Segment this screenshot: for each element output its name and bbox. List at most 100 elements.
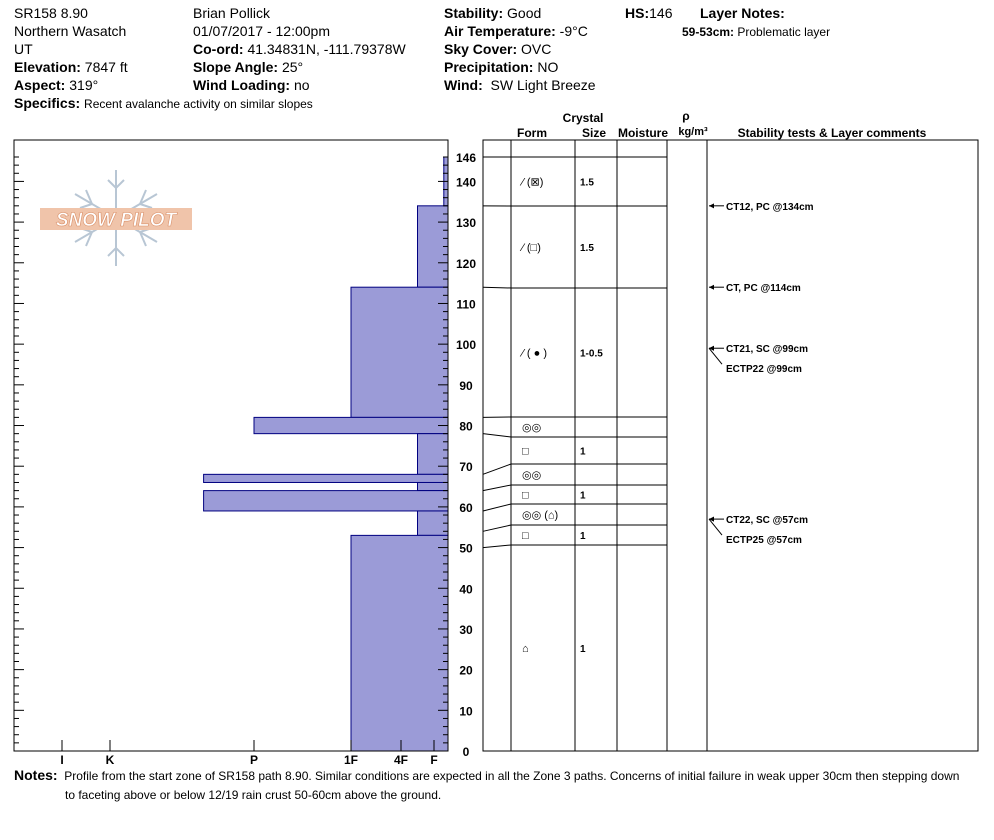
layer-boundary-connector <box>482 503 512 512</box>
air-temp-label: Air Temperature: <box>444 23 556 39</box>
stability-test-label: CT, PC @114cm <box>726 283 801 294</box>
tests-header: Stability tests & Layer comments <box>738 126 927 140</box>
coord-value: 41.34831N, -111.79378W <box>247 41 406 57</box>
wind-loading-label: Wind Loading: <box>193 77 291 93</box>
depth-tick-label: 90 <box>459 379 473 393</box>
hardness-tick-label: I <box>60 753 63 765</box>
hs-field: HS:146 <box>625 4 672 22</box>
elevation-value: 7847 ft <box>84 59 128 75</box>
hs-value: 146 <box>649 5 673 21</box>
specifics-label: Specifics: <box>14 95 81 111</box>
layer-size: 1 <box>580 491 586 502</box>
aspect-label: Aspect: <box>14 77 66 93</box>
slope-label: Slope Angle: <box>193 59 279 75</box>
layer-boundary-connector <box>482 524 512 532</box>
slope-value: 25° <box>281 59 304 75</box>
stability-test-label: CT22, SC @57cm <box>726 515 808 526</box>
stability-label: Stability: <box>444 5 504 21</box>
layer-boundary-connector <box>482 544 512 549</box>
hardness-bar <box>203 473 449 483</box>
wind-value: SW Light Breeze <box>490 77 596 93</box>
wind-loading-field: Wind Loading: no <box>193 76 310 94</box>
hardness-bar <box>417 205 449 288</box>
layer-note-text: Problematic layer <box>737 25 831 39</box>
test-pointer <box>708 518 723 536</box>
observation-datetime: 01/07/2017 - 12:00pm <box>193 23 330 39</box>
layer-boundary-connector <box>482 286 512 289</box>
hardness-tick-label: 4F <box>394 753 408 765</box>
stability-test-label: ECTP25 @57cm <box>726 535 802 546</box>
layer-notes-label: Layer Notes: <box>700 5 785 21</box>
elevation-label: Elevation: <box>14 59 81 75</box>
region-name: Northern Wasatch <box>14 23 127 39</box>
arrow-icon <box>709 284 714 290</box>
specifics-field: Specifics: Recent avalanche activity on … <box>14 94 313 113</box>
depth-tick-label: 146 <box>456 151 476 165</box>
layer-boundary-connector <box>482 484 512 492</box>
sky-label: Sky Cover: <box>444 41 518 57</box>
arrow-icon <box>709 345 714 351</box>
notes-label: Notes: <box>14 767 58 783</box>
logo-text: SNOW PILOT <box>56 210 178 231</box>
hardness-bar <box>253 416 449 435</box>
wind-loading-value: no <box>293 77 310 93</box>
rho-header: ρ <box>682 109 689 123</box>
depth-tick-label: 100 <box>456 338 476 352</box>
layer-note-depth: 59-53cm: <box>682 25 735 39</box>
test-pointer <box>708 347 723 365</box>
crystal-header: Crystal <box>563 111 604 125</box>
notes-text-line2: to faceting above or below 12/19 rain cr… <box>65 788 442 802</box>
precip-field: Precipitation: NO <box>444 58 558 76</box>
depth-tick-label: 80 <box>459 420 473 434</box>
wind-label: Wind: <box>444 77 483 93</box>
layer-note: 59-53cm: Problematic layer <box>682 23 830 41</box>
depth-tick-label: 50 <box>459 542 473 556</box>
sky-field: Sky Cover: OVC <box>444 40 551 58</box>
notes-text-line1: Profile from the start zone of SR158 pat… <box>64 769 960 783</box>
observer-name: Brian Pollick <box>193 5 271 21</box>
layer-size: 1 <box>580 447 586 458</box>
notes-block: Notes: Profile from the start zone of SR… <box>14 766 989 805</box>
layer-form: ◎◎ (⌂) <box>522 510 558 522</box>
density-header: kg/m³ <box>678 126 708 138</box>
depth-tick-label: 130 <box>456 216 476 230</box>
slope-field: Slope Angle: 25° <box>193 58 303 76</box>
layer-form: ⌂ <box>522 643 529 655</box>
coord-field: Co-ord: 41.34831N, -111.79378W <box>193 40 406 58</box>
layer-boundary-connector <box>482 463 512 475</box>
hardness-tick-label: 1F <box>344 753 358 765</box>
depth-tick-label: 70 <box>459 460 473 474</box>
layer-size: 1.5 <box>580 243 594 254</box>
aspect-field: Aspect: 319° <box>14 76 98 94</box>
hardness-bar <box>203 490 449 512</box>
precip-label: Precipitation: <box>444 59 534 75</box>
layer-size: 1 <box>580 531 586 542</box>
hardness-tick-label: P <box>250 753 258 765</box>
layer-form: ⁄ (□) <box>519 242 541 254</box>
depth-tick-label: 60 <box>459 501 473 515</box>
size-header: Size <box>582 126 606 140</box>
hardness-bar <box>417 510 449 536</box>
snow-profile-chart: SNOW PILOT Crystal Form Size Moisture ρ … <box>13 109 979 765</box>
layer-form: □ <box>522 446 529 458</box>
depth-tick-label: 110 <box>456 297 476 311</box>
layer-size: 1-0.5 <box>580 349 603 360</box>
air-temp-value: -9°C <box>559 23 588 39</box>
stability-test-label: ECTP22 @99cm <box>726 364 802 375</box>
state-name: UT <box>14 41 33 57</box>
layer-form: □ <box>522 530 529 542</box>
precip-value: NO <box>537 59 559 75</box>
stability-test-label: CT12, PC @134cm <box>726 202 814 213</box>
layer-form: ◎◎ <box>522 422 541 434</box>
hardness-bar <box>417 481 449 492</box>
arrow-icon <box>709 516 714 522</box>
depth-tick-label: 30 <box>459 623 473 637</box>
stability-test-label: CT21, SC @99cm <box>726 344 808 355</box>
arrow-icon <box>709 203 714 209</box>
wind-field: Wind: SW Light Breeze <box>444 76 596 94</box>
layer-form: □ <box>522 490 529 502</box>
stability-field: Stability: Good <box>444 4 541 22</box>
stability-value: Good <box>507 5 542 21</box>
depth-tick-label: 20 <box>459 664 473 678</box>
moisture-header: Moisture <box>618 126 668 140</box>
